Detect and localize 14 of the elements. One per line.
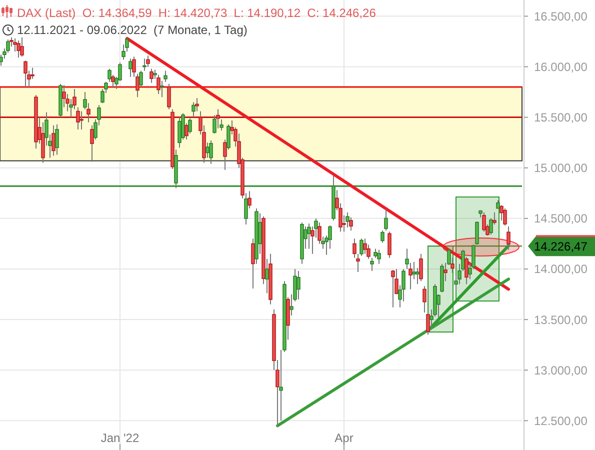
y-tick-label: 14.500,00 (534, 212, 588, 226)
y-tick-label: 14.000,00 (534, 262, 588, 276)
text: 12.11.2021 - 09.06.2022 (7 Monate, 1 Tag) (17, 23, 248, 37)
x-tick-label: Jan '22 (100, 431, 140, 445)
ref-line-label: 14.226,47 (534, 239, 588, 254)
y-tick-label: 12.500,00 (534, 414, 588, 428)
text: DAX (Last) O: 14.364,59 H: 14.420,73 L: 14.190,12 C: 14.246,26 (17, 6, 376, 20)
x-tick-label: Apr (334, 431, 354, 445)
y-tick-label: 15.000,00 (534, 161, 588, 176)
y-tick-label: 16.500,00 (534, 9, 588, 24)
y-tick-label: 16.000,00 (534, 60, 588, 74)
y-tick-label: 13.000,00 (534, 363, 588, 378)
y-tick-label: 15.500,00 (534, 110, 588, 125)
y-tick-label: 13.500,00 (534, 312, 588, 327)
